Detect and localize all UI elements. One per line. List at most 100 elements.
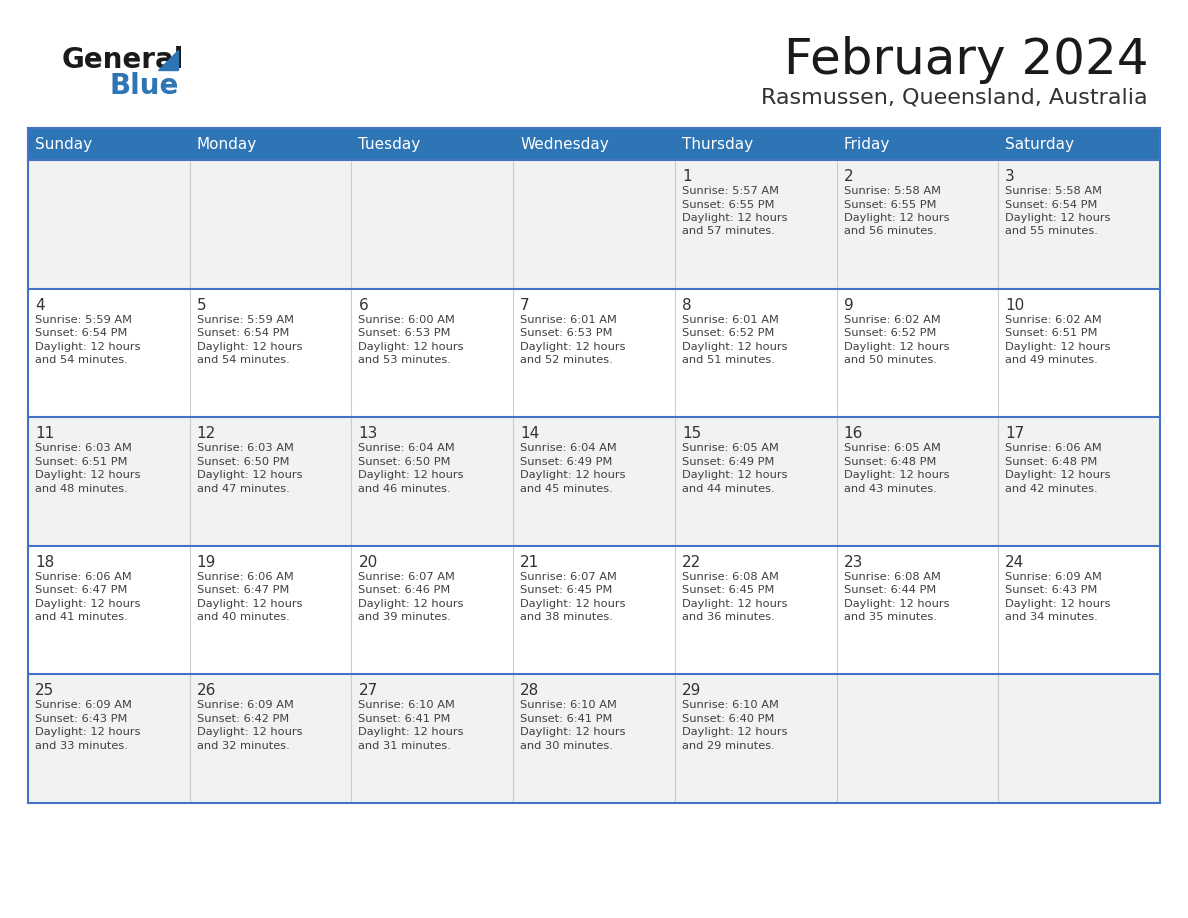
Text: Daylight: 12 hours: Daylight: 12 hours (1005, 599, 1111, 609)
Text: Daylight: 12 hours: Daylight: 12 hours (843, 213, 949, 223)
Text: Daylight: 12 hours: Daylight: 12 hours (34, 599, 140, 609)
Text: Daylight: 12 hours: Daylight: 12 hours (197, 727, 302, 737)
Text: Sunrise: 6:08 AM: Sunrise: 6:08 AM (843, 572, 941, 582)
Text: and 35 minutes.: and 35 minutes. (843, 612, 936, 622)
Text: Sunset: 6:53 PM: Sunset: 6:53 PM (520, 328, 613, 338)
Text: Daylight: 12 hours: Daylight: 12 hours (843, 599, 949, 609)
Text: Sunrise: 6:01 AM: Sunrise: 6:01 AM (520, 315, 617, 325)
Text: Sunrise: 6:09 AM: Sunrise: 6:09 AM (197, 700, 293, 711)
Text: and 30 minutes.: and 30 minutes. (520, 741, 613, 751)
Text: Daylight: 12 hours: Daylight: 12 hours (682, 599, 788, 609)
Text: and 41 minutes.: and 41 minutes. (34, 612, 128, 622)
Text: and 53 minutes.: and 53 minutes. (359, 355, 451, 365)
Text: and 44 minutes.: and 44 minutes. (682, 484, 775, 494)
Text: 6: 6 (359, 297, 368, 313)
Text: Sunset: 6:50 PM: Sunset: 6:50 PM (197, 456, 289, 466)
Text: and 56 minutes.: and 56 minutes. (843, 227, 936, 237)
Text: Sunset: 6:52 PM: Sunset: 6:52 PM (843, 328, 936, 338)
Text: Sunrise: 6:04 AM: Sunrise: 6:04 AM (520, 443, 617, 453)
Text: Sunset: 6:41 PM: Sunset: 6:41 PM (359, 714, 450, 724)
Text: Daylight: 12 hours: Daylight: 12 hours (1005, 213, 1111, 223)
Text: Sunrise: 5:59 AM: Sunrise: 5:59 AM (197, 315, 293, 325)
Text: General: General (62, 46, 184, 74)
Text: 5: 5 (197, 297, 207, 313)
Text: Sunrise: 6:03 AM: Sunrise: 6:03 AM (197, 443, 293, 453)
Text: Daylight: 12 hours: Daylight: 12 hours (359, 470, 465, 480)
Text: Daylight: 12 hours: Daylight: 12 hours (682, 470, 788, 480)
Text: Sunset: 6:51 PM: Sunset: 6:51 PM (34, 456, 127, 466)
Polygon shape (158, 50, 178, 70)
Text: and 51 minutes.: and 51 minutes. (682, 355, 775, 365)
Text: 16: 16 (843, 426, 862, 442)
Text: Sunset: 6:48 PM: Sunset: 6:48 PM (1005, 456, 1098, 466)
Text: February 2024: February 2024 (784, 36, 1148, 84)
Text: Daylight: 12 hours: Daylight: 12 hours (197, 470, 302, 480)
Text: and 36 minutes.: and 36 minutes. (682, 612, 775, 622)
Text: Sunrise: 6:07 AM: Sunrise: 6:07 AM (359, 572, 455, 582)
Text: and 39 minutes.: and 39 minutes. (359, 612, 451, 622)
Bar (29, 160, 1159, 288)
Text: Sunset: 6:43 PM: Sunset: 6:43 PM (1005, 586, 1098, 595)
Text: 21: 21 (520, 554, 539, 570)
Text: Tuesday: Tuesday (359, 137, 421, 151)
Text: Sunrise: 6:10 AM: Sunrise: 6:10 AM (520, 700, 617, 711)
Text: Sunset: 6:45 PM: Sunset: 6:45 PM (682, 586, 775, 595)
Text: 25: 25 (34, 683, 55, 699)
Text: Sunset: 6:42 PM: Sunset: 6:42 PM (197, 714, 289, 724)
Text: Sunrise: 6:05 AM: Sunrise: 6:05 AM (682, 443, 778, 453)
Text: Sunset: 6:49 PM: Sunset: 6:49 PM (520, 456, 613, 466)
Text: Sunset: 6:44 PM: Sunset: 6:44 PM (843, 586, 936, 595)
Text: and 31 minutes.: and 31 minutes. (359, 741, 451, 751)
Text: Sunrise: 5:58 AM: Sunrise: 5:58 AM (1005, 186, 1102, 196)
Text: Sunset: 6:54 PM: Sunset: 6:54 PM (34, 328, 127, 338)
Text: Sunset: 6:54 PM: Sunset: 6:54 PM (1005, 199, 1098, 209)
Text: Blue: Blue (110, 72, 179, 100)
Text: Sunrise: 6:08 AM: Sunrise: 6:08 AM (682, 572, 778, 582)
Text: and 49 minutes.: and 49 minutes. (1005, 355, 1098, 365)
Bar (29, 675, 1159, 803)
Text: Daylight: 12 hours: Daylight: 12 hours (197, 599, 302, 609)
Bar (29, 288, 1159, 417)
Text: Sunrise: 6:02 AM: Sunrise: 6:02 AM (843, 315, 941, 325)
Text: Sunrise: 6:06 AM: Sunrise: 6:06 AM (34, 572, 132, 582)
Text: Sunrise: 5:59 AM: Sunrise: 5:59 AM (34, 315, 132, 325)
Text: Sunrise: 5:58 AM: Sunrise: 5:58 AM (843, 186, 941, 196)
Text: Friday: Friday (843, 137, 890, 151)
Text: Daylight: 12 hours: Daylight: 12 hours (197, 341, 302, 352)
Text: and 45 minutes.: and 45 minutes. (520, 484, 613, 494)
Text: Sunrise: 6:03 AM: Sunrise: 6:03 AM (34, 443, 132, 453)
Text: and 34 minutes.: and 34 minutes. (1005, 612, 1098, 622)
Text: 24: 24 (1005, 554, 1024, 570)
Text: and 38 minutes.: and 38 minutes. (520, 612, 613, 622)
Text: Sunrise: 5:57 AM: Sunrise: 5:57 AM (682, 186, 779, 196)
Text: Sunset: 6:55 PM: Sunset: 6:55 PM (843, 199, 936, 209)
Text: Daylight: 12 hours: Daylight: 12 hours (1005, 470, 1111, 480)
Text: 18: 18 (34, 554, 55, 570)
Text: Sunset: 6:52 PM: Sunset: 6:52 PM (682, 328, 775, 338)
Text: Sunrise: 6:04 AM: Sunrise: 6:04 AM (359, 443, 455, 453)
Text: Sunset: 6:46 PM: Sunset: 6:46 PM (359, 586, 450, 595)
Text: Daylight: 12 hours: Daylight: 12 hours (359, 727, 465, 737)
Text: Daylight: 12 hours: Daylight: 12 hours (682, 213, 788, 223)
Text: 23: 23 (843, 554, 862, 570)
Text: Thursday: Thursday (682, 137, 753, 151)
Text: Daylight: 12 hours: Daylight: 12 hours (843, 341, 949, 352)
Text: Daylight: 12 hours: Daylight: 12 hours (843, 470, 949, 480)
Text: and 46 minutes.: and 46 minutes. (359, 484, 451, 494)
Text: and 29 minutes.: and 29 minutes. (682, 741, 775, 751)
Text: and 55 minutes.: and 55 minutes. (1005, 227, 1098, 237)
Text: 11: 11 (34, 426, 55, 442)
Text: 3: 3 (1005, 169, 1015, 184)
Text: and 54 minutes.: and 54 minutes. (197, 355, 290, 365)
Bar (29, 417, 1159, 546)
Text: and 43 minutes.: and 43 minutes. (843, 484, 936, 494)
Text: and 47 minutes.: and 47 minutes. (197, 484, 290, 494)
Text: 14: 14 (520, 426, 539, 442)
Text: Sunset: 6:48 PM: Sunset: 6:48 PM (843, 456, 936, 466)
Text: 10: 10 (1005, 297, 1024, 313)
Text: Daylight: 12 hours: Daylight: 12 hours (520, 727, 626, 737)
Text: 20: 20 (359, 554, 378, 570)
Text: Daylight: 12 hours: Daylight: 12 hours (34, 470, 140, 480)
Text: Sunset: 6:41 PM: Sunset: 6:41 PM (520, 714, 613, 724)
Text: and 52 minutes.: and 52 minutes. (520, 355, 613, 365)
